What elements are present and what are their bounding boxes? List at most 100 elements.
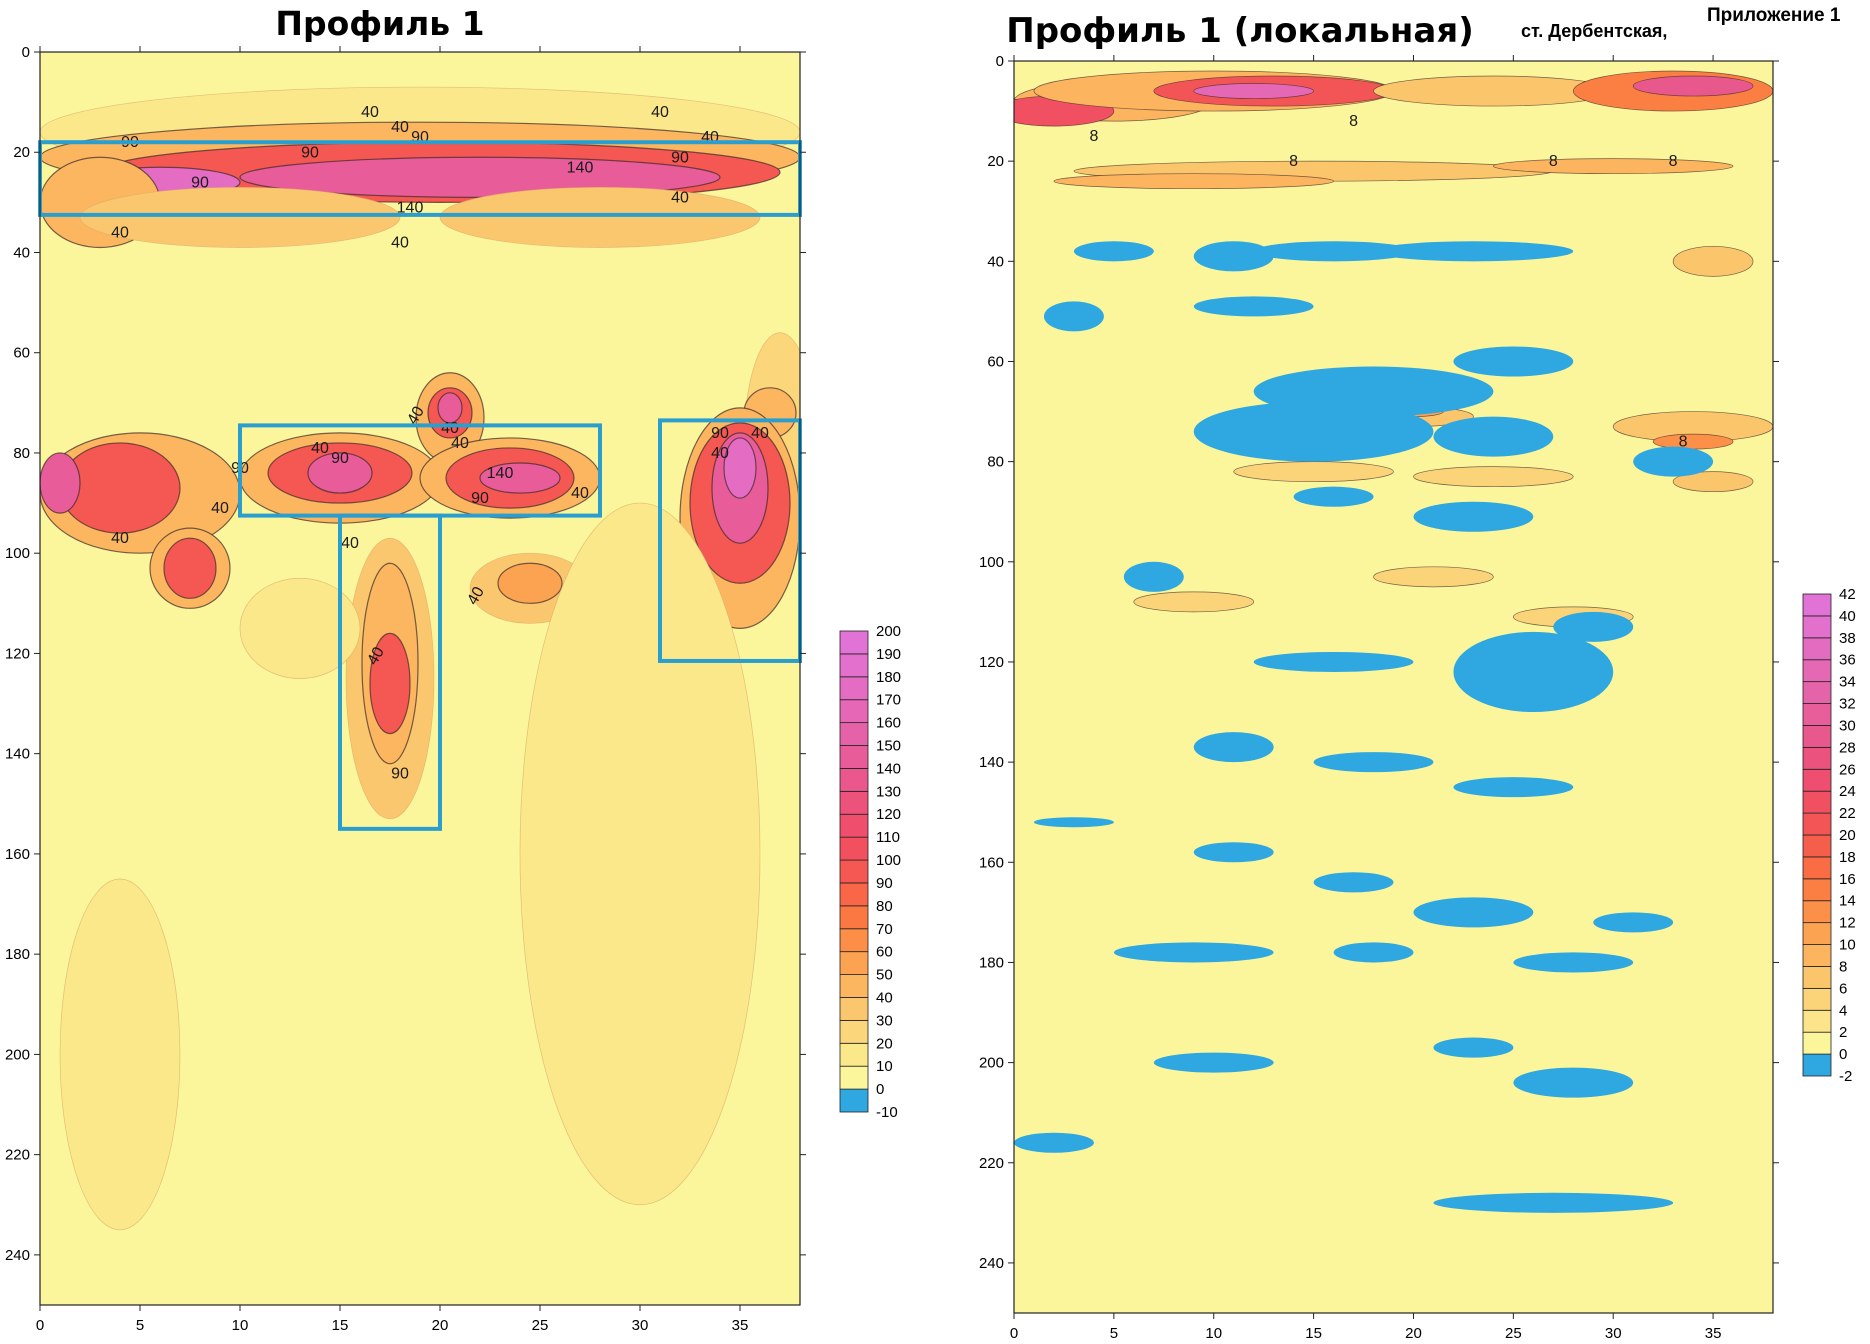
colorbar-label: 2 [1839, 1024, 1847, 1041]
colorbar-label: 42 [1839, 586, 1856, 603]
x-tick-label: 15 [1305, 1325, 1322, 1342]
negative-anomaly [1633, 446, 1714, 477]
y-tick-label: 20 [987, 153, 1004, 170]
contour-label: 90 [391, 766, 409, 783]
negative-anomaly [1033, 817, 1114, 828]
contour-label: 8 [1669, 153, 1678, 170]
colorbar-swatch [1802, 922, 1832, 945]
colorbar-label: 24 [1839, 783, 1856, 800]
colorbar-swatch [1802, 1009, 1832, 1033]
colorbar-swatch [839, 813, 869, 838]
colorbar-swatch [1802, 1053, 1832, 1077]
contour-band [519, 502, 761, 1206]
contour-label: 40 [391, 119, 409, 136]
contour-band [163, 537, 217, 599]
colorbar-swatch [839, 699, 869, 724]
colorbar-label: 150 [876, 738, 901, 755]
colorbar-label: 18 [1839, 849, 1856, 866]
contour-label: 140 [567, 159, 594, 176]
colorbar-swatch [839, 1088, 869, 1113]
contour-label: 40 [464, 584, 488, 608]
x-tick-label: 35 [732, 1317, 749, 1334]
contour-band [1672, 245, 1754, 277]
negative-anomaly [1123, 561, 1184, 592]
y-tick-label: 220 [5, 1147, 30, 1164]
anomaly-zone-rect [338, 513, 442, 831]
colorbar-label: 160 [876, 715, 901, 732]
contour-band [1053, 173, 1334, 190]
contour-label: 140 [487, 465, 514, 482]
negative-anomaly [1333, 942, 1414, 963]
contour-label: 40 [111, 224, 129, 241]
contour-label: 40 [651, 104, 669, 121]
colorbar-swatch [1802, 725, 1832, 748]
contour-band [723, 437, 757, 499]
colorbar-label: 0 [1839, 1046, 1847, 1063]
negative-anomaly [1253, 241, 1414, 262]
negative-anomaly [1043, 301, 1104, 332]
y-tick-label: 240 [979, 1255, 1004, 1272]
x-tick-label: 5 [1110, 1325, 1118, 1342]
y-tick-label: 180 [5, 946, 30, 963]
contour-label: 90 [671, 149, 689, 166]
colorbar-swatch [1802, 681, 1832, 704]
negative-anomaly [1073, 241, 1154, 262]
colorbar-label: 0 [876, 1081, 884, 1098]
y-tick-label: 200 [979, 1055, 1004, 1072]
colorbar-swatch [1802, 615, 1832, 639]
y-tick-label: 120 [5, 645, 30, 662]
negative-anomaly [1193, 296, 1314, 317]
chart-title: Профиль 1 (локальная) [1006, 11, 1473, 51]
contour-label: 140 [397, 199, 424, 216]
plot-frame [1013, 60, 1774, 1314]
colorbar-swatch [839, 951, 869, 975]
contour-label: 40 [711, 445, 729, 462]
negative-anomaly [1193, 732, 1274, 763]
colorbar-label: 80 [876, 898, 893, 915]
colorbar-label: 16 [1839, 871, 1856, 888]
contour-label: 8 [1289, 153, 1298, 170]
colorbar-swatch [1802, 944, 1832, 967]
colorbar-label: 40 [876, 989, 893, 1006]
negative-anomaly [1513, 1067, 1634, 1098]
negative-anomaly [1413, 501, 1534, 532]
contour-band [497, 562, 563, 604]
colorbar-swatch [839, 928, 869, 953]
contour-label: 8 [1349, 113, 1358, 130]
colorbar-swatch [839, 1019, 869, 1044]
contour-band [239, 577, 361, 679]
colorbar-swatch [839, 722, 869, 746]
colorbar-label: 180 [876, 669, 901, 686]
contour-band [1493, 158, 1734, 175]
y-tick-label: 0 [22, 44, 30, 61]
contour-band [59, 878, 181, 1231]
contour-band [437, 392, 463, 424]
contour-band [1632, 75, 1754, 97]
negative-anomaly [1293, 486, 1374, 507]
colorbar-label: 200 [876, 623, 901, 640]
x-tick-label: 35 [1705, 1325, 1722, 1342]
colorbar-label: 100 [876, 852, 901, 869]
contour-label: 40 [404, 404, 428, 428]
colorbar-label: 170 [876, 692, 901, 709]
x-tick-label: 10 [1205, 1325, 1222, 1342]
y-tick-label: 80 [13, 445, 30, 462]
contour-label: 90 [301, 144, 319, 161]
contour-band [1373, 566, 1494, 588]
colorbar-swatch [839, 630, 869, 655]
negative-anomaly [1014, 1132, 1094, 1153]
colorbar-label: 40 [1839, 608, 1856, 625]
y-tick-label: 40 [987, 253, 1004, 270]
contour-label: 40 [571, 485, 589, 502]
y-tick-label: 100 [979, 554, 1004, 571]
colorbar-swatch [839, 1042, 869, 1067]
colorbar-label: 4 [1839, 1002, 1847, 1019]
negative-anomaly [1153, 1052, 1274, 1073]
colorbar-label: 30 [876, 1012, 893, 1029]
y-tick-label: 120 [979, 654, 1004, 671]
colorbar-swatch [839, 882, 869, 907]
negative-anomaly [1453, 346, 1574, 377]
contour-band [479, 462, 561, 494]
negative-anomaly [1433, 416, 1554, 457]
colorbar-label: -2 [1839, 1068, 1852, 1085]
